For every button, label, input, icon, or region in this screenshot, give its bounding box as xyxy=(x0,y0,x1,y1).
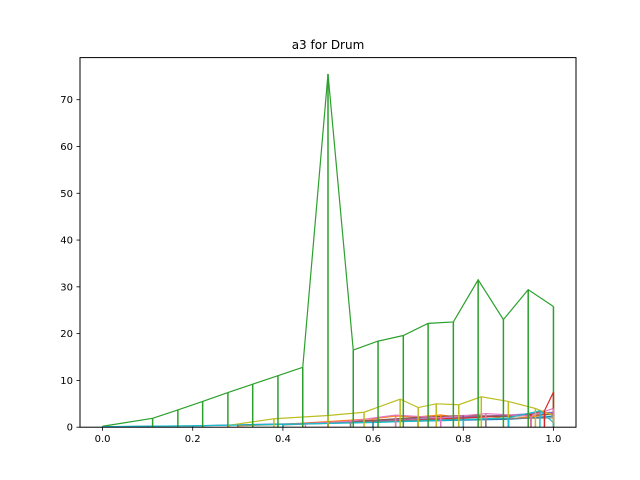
y-tick-label: 10 xyxy=(60,376,73,387)
axes-frame xyxy=(79,57,577,428)
y-tick-label: 50 xyxy=(60,189,73,200)
series-line-8 xyxy=(228,396,554,426)
x-tick-label: 1.0 xyxy=(546,434,562,445)
x-tick-label: 0.8 xyxy=(455,434,471,445)
chart-title: a3 for Drum xyxy=(292,38,365,52)
plot-spikes xyxy=(101,73,555,428)
y-tick-label: 70 xyxy=(60,95,73,106)
y-tick-label: 0 xyxy=(67,423,73,434)
y-tick-label: 60 xyxy=(60,142,73,153)
y-tick-label: 30 xyxy=(60,282,73,293)
x-axis: 0.0 0.2 0.4 0.6 0.8 1.0 xyxy=(95,427,562,445)
x-tick-label: 0.6 xyxy=(365,434,381,445)
series-line-2 xyxy=(102,73,554,427)
x-tick-label: 0.0 xyxy=(95,434,111,445)
x-tick-label: 0.4 xyxy=(275,434,291,445)
y-axis: 0 10 20 30 40 50 60 70 xyxy=(60,95,80,434)
y-tick-label: 20 xyxy=(60,329,73,340)
y-tick-label: 40 xyxy=(60,236,73,247)
x-tick-label: 0.2 xyxy=(185,434,201,445)
